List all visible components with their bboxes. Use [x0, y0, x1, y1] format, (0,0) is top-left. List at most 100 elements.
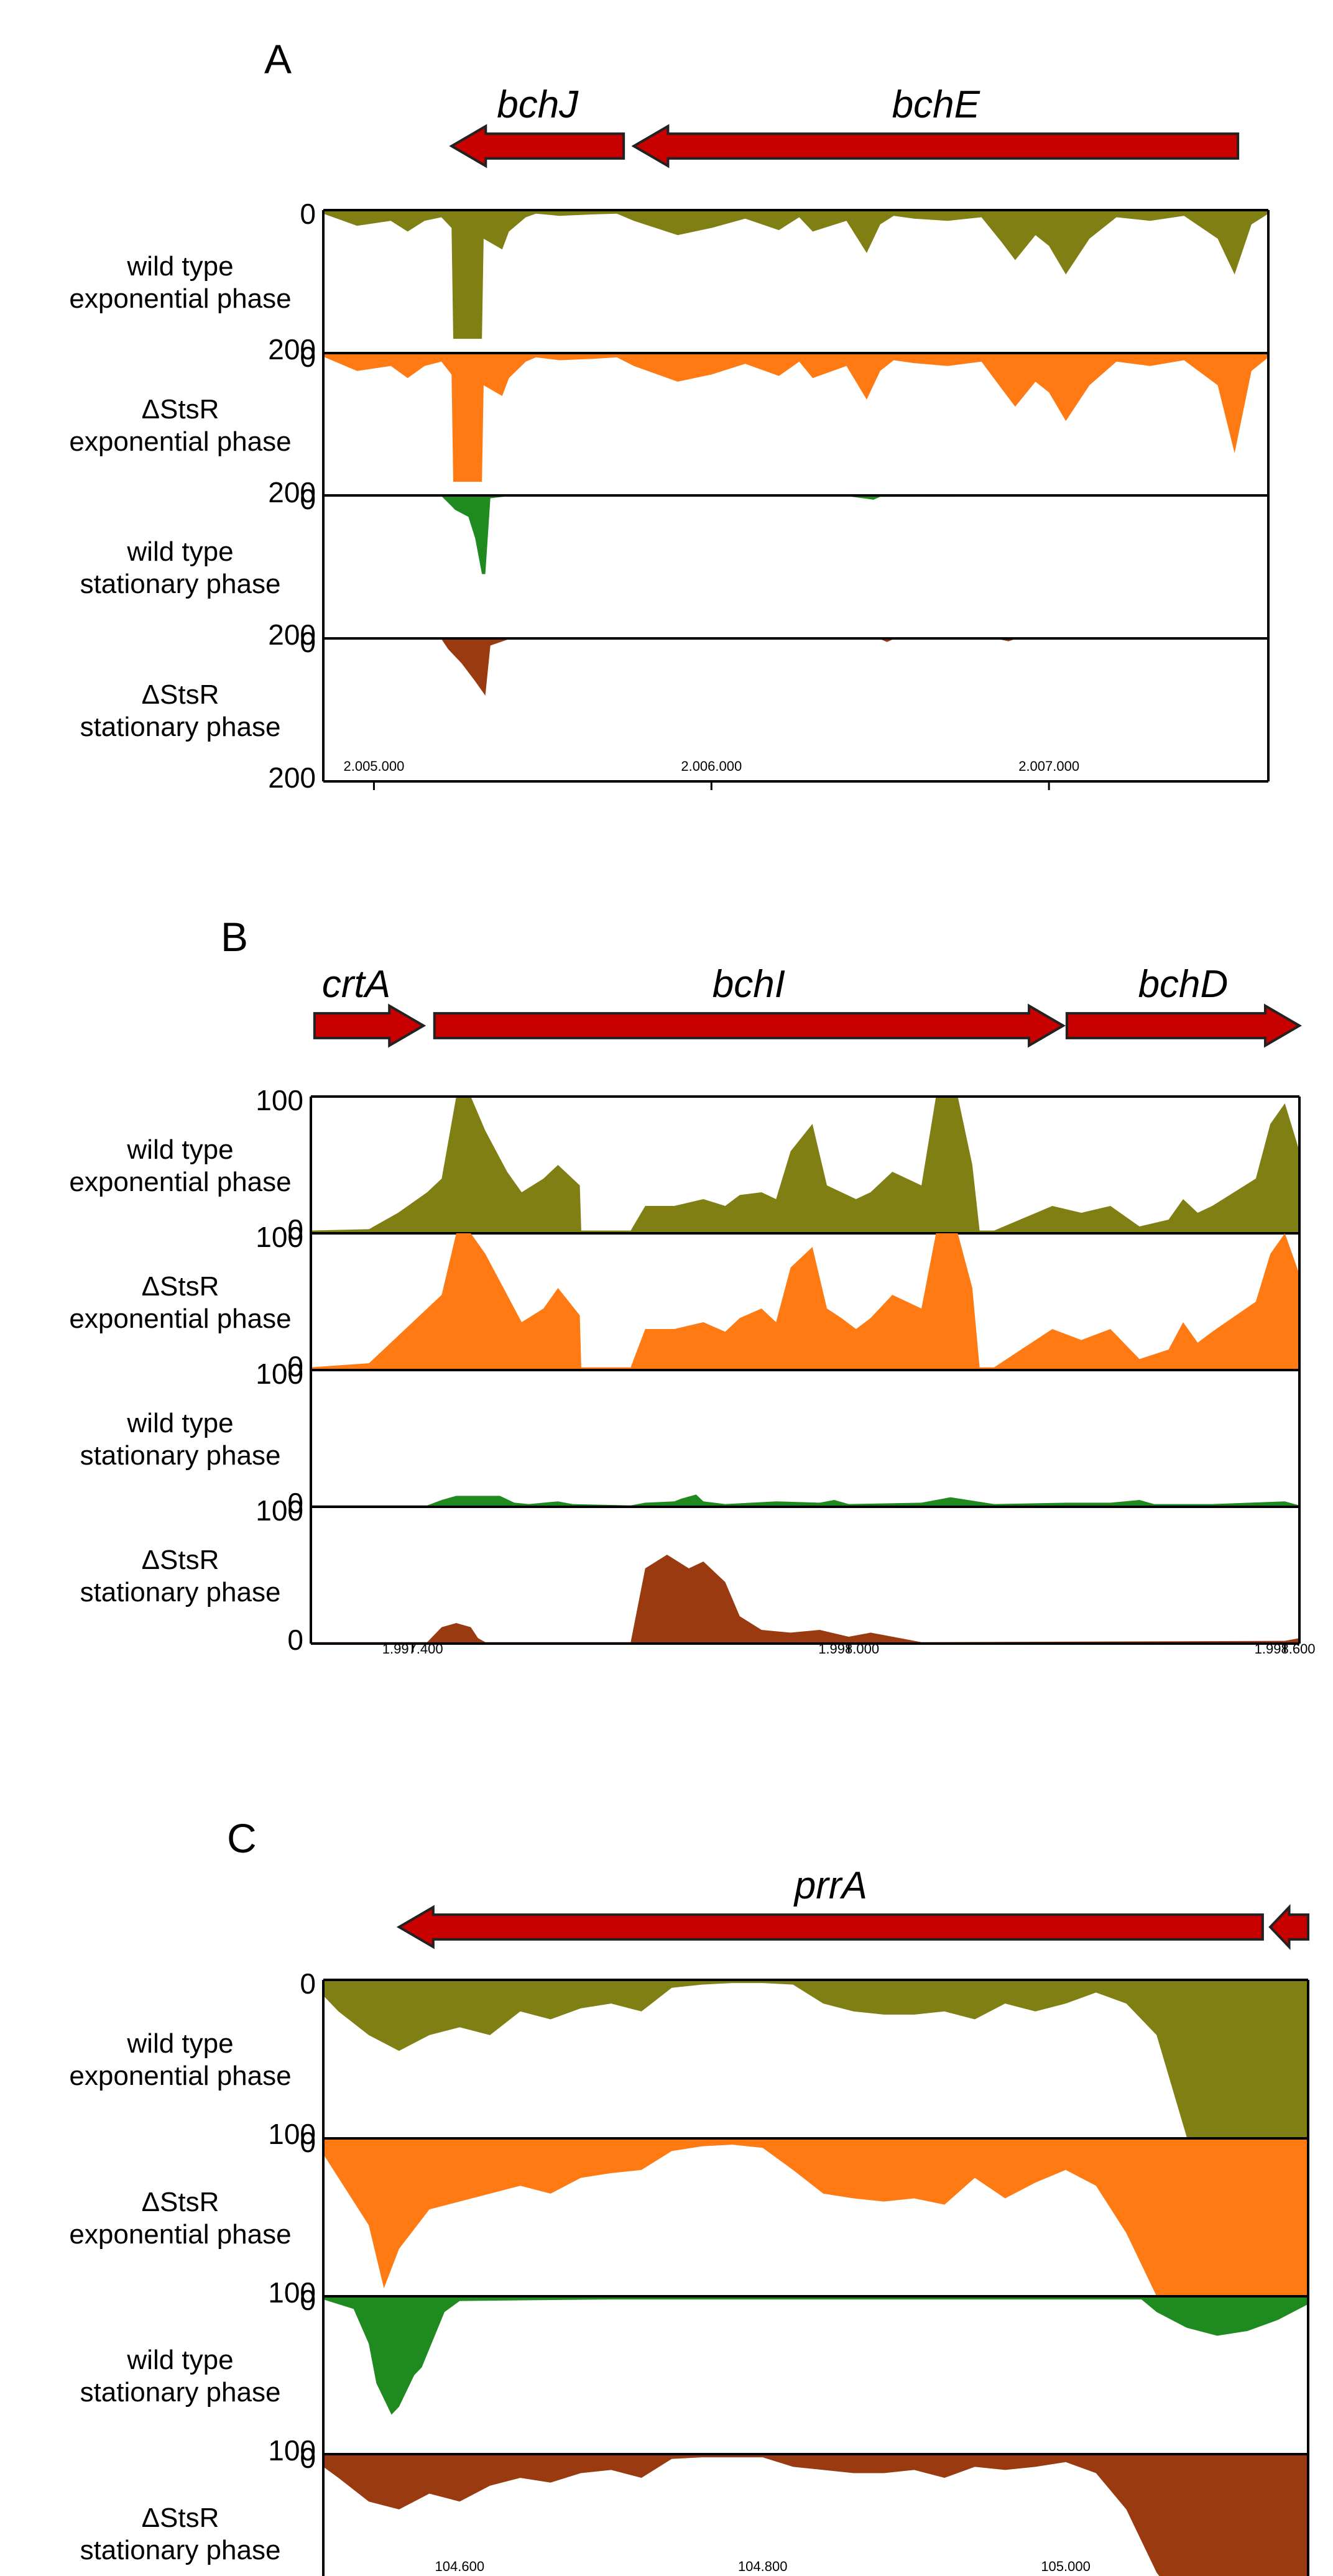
- scale-bottom-label: 200: [268, 619, 316, 651]
- track-label-line2: stationary phase: [80, 712, 281, 742]
- gene-label: bchD: [1138, 963, 1229, 1006]
- track-label-line2: stationary phase: [80, 2377, 281, 2408]
- panel-letter: B: [221, 914, 248, 960]
- scale-bottom-label: 100: [268, 2118, 316, 2150]
- scale-top-label: 0: [300, 198, 316, 230]
- track-label-line2: exponential phase: [69, 1304, 291, 1334]
- gene-arrow: [631, 124, 1240, 168]
- track-label-line1: wild type: [126, 251, 233, 282]
- coverage-area: [311, 1097, 1299, 1233]
- x-tick-label: 105.000: [1041, 2559, 1091, 2574]
- track-label-line1: ΔStsR: [142, 679, 219, 710]
- coverage-area: [323, 353, 1268, 482]
- gene-arrow: [1268, 1903, 1309, 1951]
- scale-bottom-label: 0: [287, 1350, 303, 1382]
- gene-label: bchI: [713, 963, 785, 1006]
- scale-top-label: 100: [256, 1084, 303, 1116]
- track-label-line2: exponential phase: [69, 2219, 291, 2250]
- coverage-area: [323, 2138, 1308, 2296]
- x-tick-label: 2.007.000: [1018, 758, 1079, 774]
- coverage-area: [311, 1494, 1299, 1507]
- track-label-line2: exponential phase: [69, 2061, 291, 2091]
- track-label-line1: wild type: [126, 1134, 233, 1165]
- gene-arrow: [449, 124, 625, 168]
- x-tick-label: 104.800: [738, 2559, 788, 2574]
- x-tick-label: 104.600: [435, 2559, 485, 2574]
- track-label-line1: ΔStsR: [142, 1545, 219, 1575]
- track-label-line1: wild type: [126, 536, 233, 567]
- track-label-line1: ΔStsR: [142, 2187, 219, 2217]
- scale-top-label: 0: [300, 341, 316, 373]
- panel-letter: C: [227, 1815, 257, 1861]
- x-tick-label: 1.997.400: [382, 1641, 443, 1657]
- coverage-area: [323, 2454, 1308, 2576]
- coverage-area: [311, 1555, 1299, 1644]
- coverage-area: [323, 210, 1268, 339]
- coverage-area: [311, 1233, 1299, 1370]
- x-tick-label: 1.998.000: [818, 1641, 879, 1657]
- track-label-line2: exponential phase: [69, 426, 291, 457]
- scale-top-label: 100: [256, 1494, 303, 1527]
- gene-arrow: [1065, 1003, 1302, 1048]
- gene-label: prrA: [793, 1864, 867, 1907]
- panel-letter: A: [264, 36, 292, 82]
- track-label-line1: wild type: [126, 1408, 233, 1438]
- track-label-line2: exponential phase: [69, 1167, 291, 1197]
- coverage-area: [323, 2296, 1308, 2415]
- scale-top-label: 0: [300, 1967, 316, 2000]
- x-tick-label: 1.998.600: [1255, 1641, 1316, 1657]
- gene-arrow: [433, 1003, 1066, 1048]
- scale-bottom-label: 200: [268, 333, 316, 366]
- scale-bottom-label: 0: [287, 1213, 303, 1246]
- scale-top-label: 100: [256, 1221, 303, 1253]
- scale-top-label: 0: [300, 2442, 316, 2474]
- track-label-line1: ΔStsR: [142, 2503, 219, 2533]
- coverage-area: [323, 495, 1268, 574]
- scale-top-label: 0: [300, 483, 316, 515]
- scale-bottom-label: 0: [287, 1624, 303, 1656]
- gene-arrow: [396, 1905, 1264, 1949]
- scale-top-label: 0: [300, 2126, 316, 2158]
- scale-top-label: 100: [256, 1358, 303, 1390]
- gene-label: bchE: [892, 83, 980, 126]
- track-label-line2: stationary phase: [80, 2535, 281, 2565]
- x-tick-label: 2.006.000: [681, 758, 742, 774]
- coverage-area: [323, 638, 1268, 696]
- track-label-line2: stationary phase: [80, 569, 281, 599]
- track-label-line2: exponential phase: [69, 283, 291, 314]
- scale-bottom-label: 100: [268, 2434, 316, 2467]
- coverage-area: [323, 1980, 1308, 2138]
- gene-label: bchJ: [497, 83, 579, 126]
- track-label-line1: wild type: [126, 2345, 233, 2375]
- scale-bottom-label: 100: [268, 2276, 316, 2309]
- track-label-line1: ΔStsR: [142, 394, 219, 425]
- scale-bottom-label: 0: [287, 1487, 303, 1519]
- gene-arrow: [313, 1003, 427, 1048]
- track-label-line1: wild type: [126, 2028, 233, 2059]
- track-label-line1: ΔStsR: [142, 1271, 219, 1302]
- x-tick-label: 2.005.000: [343, 758, 404, 774]
- track-label-line2: stationary phase: [80, 1440, 281, 1471]
- scale-top-label: 0: [300, 2284, 316, 2316]
- scale-bottom-label: 200: [268, 761, 316, 794]
- gene-label: crtA: [322, 963, 390, 1006]
- track-label-line2: stationary phase: [80, 1577, 281, 1608]
- scale-top-label: 0: [300, 626, 316, 658]
- scale-bottom-label: 200: [268, 476, 316, 508]
